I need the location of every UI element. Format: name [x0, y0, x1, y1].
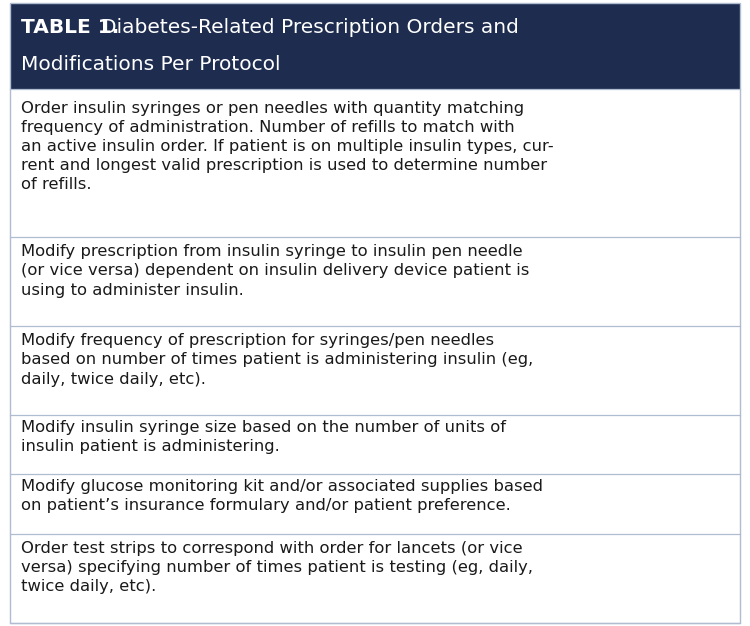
Text: Order insulin syringes or pen needles with quantity matching
frequency of admini: Order insulin syringes or pen needles wi… [21, 101, 554, 192]
Text: TABLE 1.: TABLE 1. [21, 18, 119, 36]
Text: Order test strips to correspond with order for lancets (or vice
versa) specifyin: Order test strips to correspond with ord… [21, 541, 533, 594]
Text: Diabetes-Related Prescription Orders and: Diabetes-Related Prescription Orders and [101, 18, 519, 36]
Bar [10, 237, 740, 326]
Bar [10, 89, 740, 237]
Bar [10, 3, 740, 89]
Bar [10, 475, 740, 534]
Bar [10, 534, 740, 623]
Text: Modify insulin syringe size based on the number of units of
insulin patient is a: Modify insulin syringe size based on the… [21, 420, 506, 454]
Text: Modifications Per Protocol: Modifications Per Protocol [21, 55, 280, 74]
Text: Modify glucose monitoring kit and/or associated supplies based
on patient’s insu: Modify glucose monitoring kit and/or ass… [21, 480, 543, 513]
Bar [10, 326, 740, 415]
Text: Modify frequency of prescription for syringes/pen needles
based on number of tim: Modify frequency of prescription for syr… [21, 333, 533, 387]
Text: Modify prescription from insulin syringe to insulin pen needle
(or vice versa) d: Modify prescription from insulin syringe… [21, 244, 530, 297]
Bar [10, 415, 740, 475]
